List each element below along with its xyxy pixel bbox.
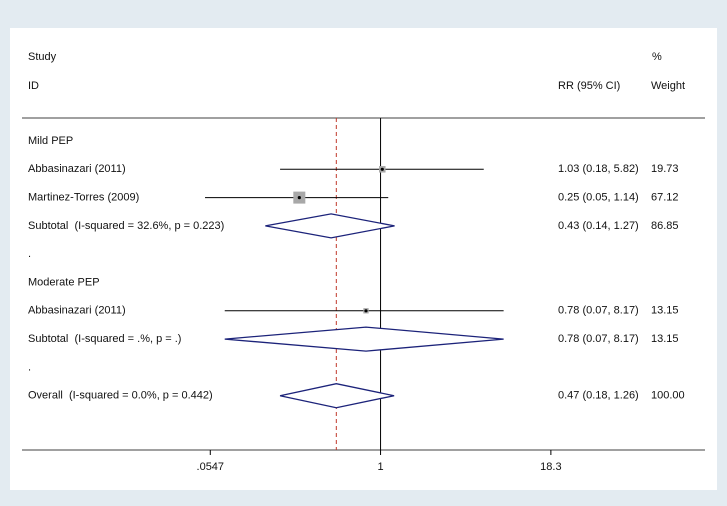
row-label: Abbasinazari (2011): [28, 163, 126, 175]
weight-label: 13.15: [651, 305, 679, 317]
row-label: Mild PEP: [28, 135, 73, 147]
header-study: Study: [28, 51, 57, 63]
row-label: Overall (I-squared = 0.0%, p = 0.442): [28, 390, 213, 402]
ci-label: 0.25 (0.05, 1.14): [558, 192, 639, 204]
x-tick-label: 1: [377, 461, 383, 473]
ci-label: 1.03 (0.18, 5.82): [558, 163, 639, 175]
plot-panel: [10, 28, 717, 490]
row-label: Moderate PEP: [28, 276, 100, 288]
ci-label: 0.43 (0.14, 1.27): [558, 220, 639, 232]
weight-label: 67.12: [651, 192, 679, 204]
header-id: ID: [28, 80, 39, 92]
row-label: Martinez-Torres (2009): [28, 192, 139, 204]
row-label: Subtotal (I-squared = 32.6%, p = 0.223): [28, 220, 224, 232]
blank-row: .: [28, 361, 31, 373]
weight-label: 19.73: [651, 163, 679, 175]
point-estimate: [380, 167, 384, 171]
ci-label: 0.78 (0.07, 8.17): [558, 305, 639, 317]
subtotal-diamond: [224, 326, 504, 352]
weight-label: 13.15: [651, 333, 679, 345]
overall-diamond: [279, 383, 395, 409]
row-label: Subtotal (I-squared = .%, p = .): [28, 333, 181, 345]
x-tick-label: .0547: [197, 461, 225, 473]
point-estimate: [364, 309, 368, 313]
ci-label: 0.78 (0.07, 8.17): [558, 333, 639, 345]
weight-label: 100.00: [651, 390, 685, 402]
weight-label: 86.85: [651, 220, 679, 232]
blank-row: .: [28, 248, 31, 260]
subtotal-diamond: [265, 213, 395, 239]
header-ci: RR (95% CI): [558, 80, 620, 92]
ci-label: 0.47 (0.18, 1.26): [558, 390, 639, 402]
x-tick-label: 18.3: [540, 461, 561, 473]
row-label: Abbasinazari (2011): [28, 305, 126, 317]
header-weight: Weight: [651, 80, 685, 92]
point-estimate: [297, 196, 301, 200]
header-percent: %: [652, 51, 662, 63]
